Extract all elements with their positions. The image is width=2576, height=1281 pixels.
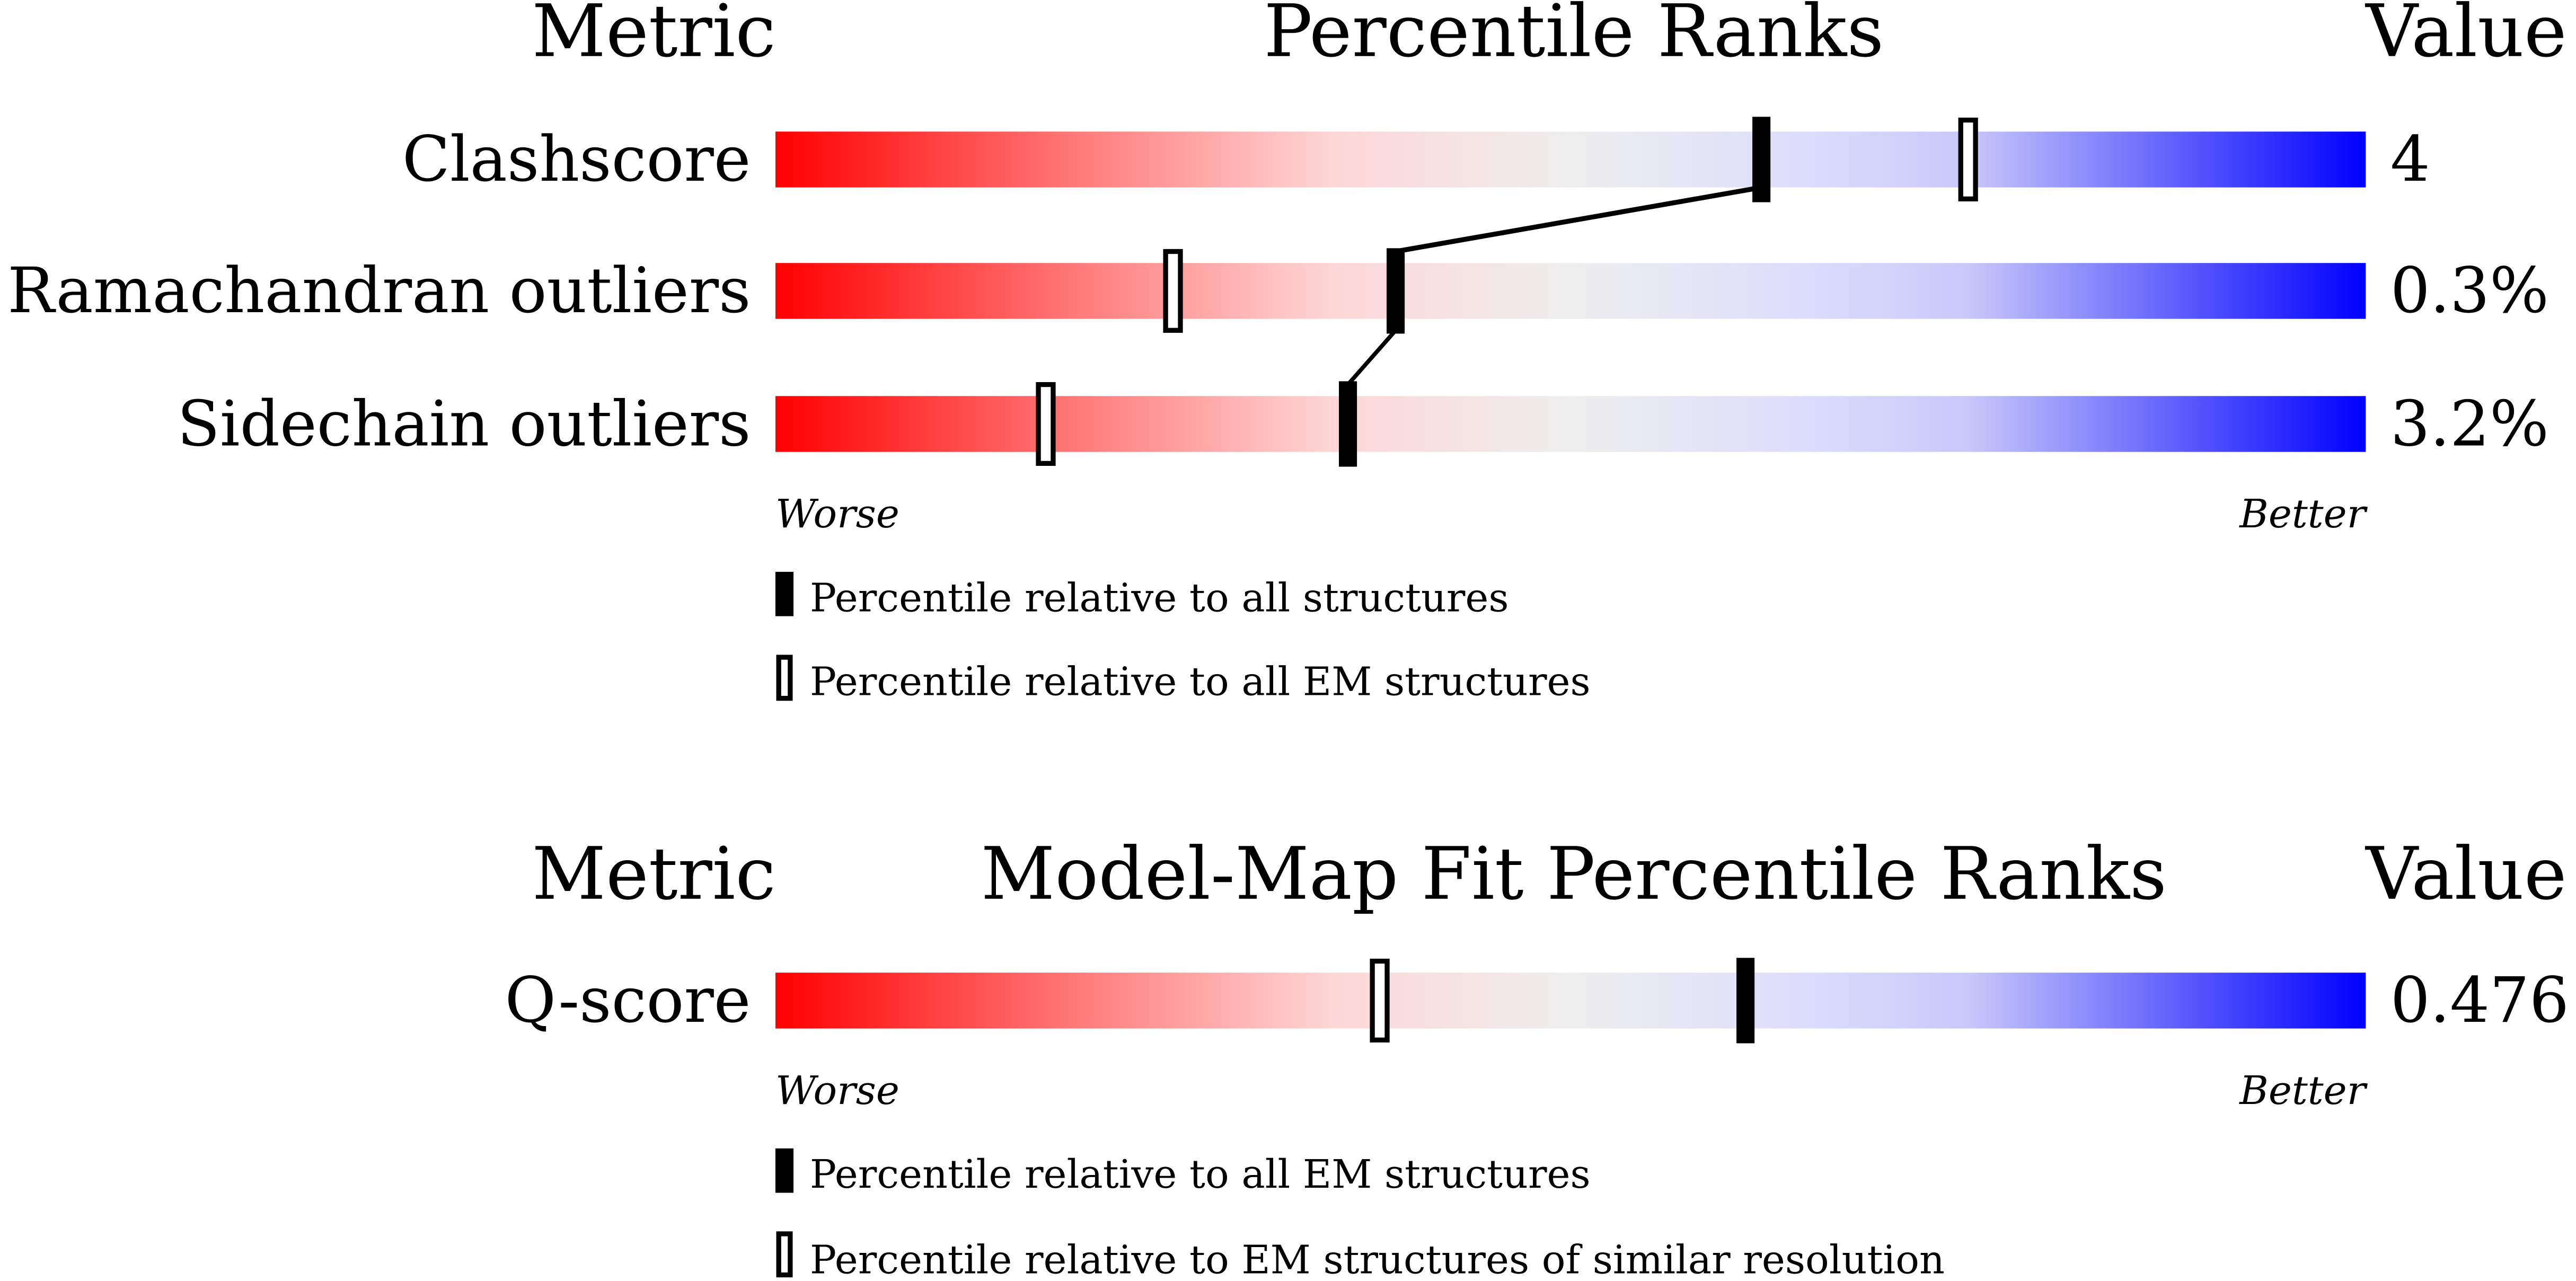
metric-value: 4 (2390, 123, 2430, 196)
percentile-em-marker (1163, 249, 1183, 333)
connector-line (1346, 329, 1397, 386)
legend-label: Percentile relative to EM structures of … (810, 1236, 1945, 1278)
percentile-em-marker (1370, 958, 1390, 1043)
percentile-em-marker (1036, 382, 1056, 466)
better-label: Better (2238, 491, 2368, 537)
percentile-all-marker (1736, 958, 1755, 1044)
percentile-bar (775, 396, 2366, 452)
legend-open-marker (776, 1231, 793, 1278)
metric-header: Metric (532, 0, 775, 74)
percentile-bar (775, 973, 2366, 1029)
metric-value: 0.3% (2390, 254, 2549, 327)
legend-label: Percentile relative to all structures (810, 575, 1509, 621)
legend-open-marker (776, 655, 793, 701)
model-map-fit-panel: Metric Model-Map Fit Percentile Ranks Va… (505, 832, 2569, 1281)
chart-title: Percentile Ranks (1264, 0, 1884, 74)
percentile-bar (775, 131, 2366, 188)
worse-label: Worse (775, 1067, 899, 1114)
chart-title: Model-Map Fit Percentile Ranks (981, 832, 2167, 916)
metric-header: Metric (532, 832, 775, 916)
connector-line (1395, 185, 1762, 254)
metric-label: Sidechain outliers (177, 387, 751, 460)
legend-label: Percentile relative to all EM structures (810, 658, 1591, 704)
percentile-em-marker (1958, 117, 1978, 201)
percentile-all-marker (1339, 381, 1357, 467)
legend-label: Percentile relative to all EM structures (810, 1151, 1591, 1197)
metric-label: Ramachandran outliers (7, 254, 751, 327)
value-header: Value (2365, 832, 2566, 916)
geometry-panel: Metric Percentile Ranks Value Worse Bett… (7, 0, 2567, 704)
legend-filled-marker (775, 571, 794, 616)
better-label: Better (2238, 1067, 2368, 1114)
percentile-all-marker (1387, 248, 1405, 334)
metric-label: Q-score (505, 964, 751, 1037)
percentile-bar (775, 263, 2366, 319)
metric-value: 3.2% (2390, 387, 2549, 460)
metric-label: Clashscore (402, 123, 751, 196)
worse-label: Worse (775, 491, 899, 537)
metric-value: 0.476 (2390, 964, 2569, 1037)
legend-filled-marker (775, 1148, 794, 1193)
value-header: Value (2365, 0, 2566, 74)
